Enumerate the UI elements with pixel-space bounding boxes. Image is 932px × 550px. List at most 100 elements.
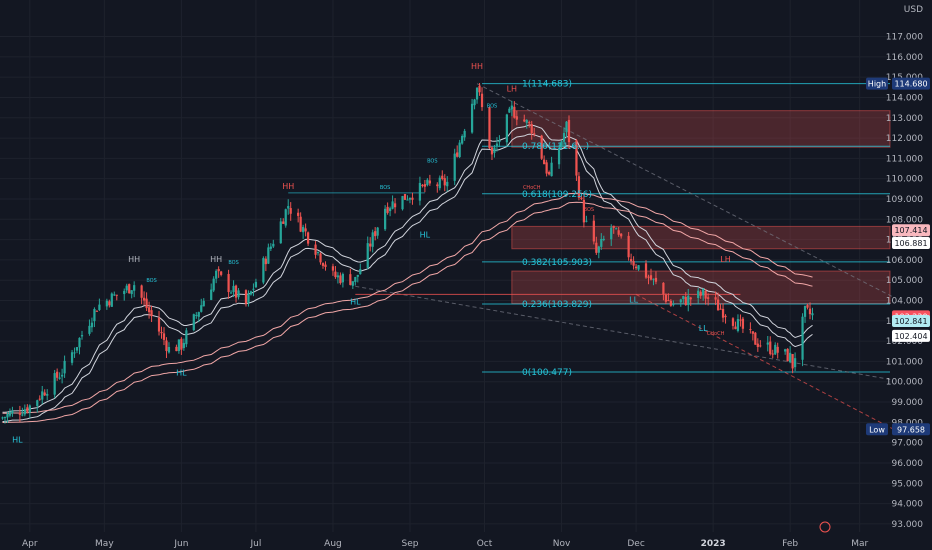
price-badge-box: [892, 315, 930, 328]
y-tick-label: 105.000: [886, 276, 923, 286]
candle-body: [801, 316, 804, 360]
price-badge-tag: [866, 77, 888, 90]
candle-body: [490, 147, 494, 155]
candle-body: [565, 121, 568, 133]
candle-body: [125, 285, 128, 291]
candle-body: [751, 331, 754, 334]
candle-body: [78, 337, 81, 348]
candle-body: [528, 122, 531, 124]
candle-body: [411, 197, 414, 200]
candle-body: [580, 197, 583, 200]
y-tick-label: 110.000: [886, 175, 923, 185]
candle-body: [612, 225, 615, 228]
candle-body: [525, 120, 528, 123]
y-tick-label: 95.000: [892, 479, 924, 489]
price-badge: High 114.680: [866, 77, 930, 90]
candle-body: [130, 290, 133, 295]
candle-body: [699, 291, 702, 296]
candle-body: [784, 349, 787, 352]
candle-body: [741, 318, 745, 329]
candle-body: [808, 308, 812, 315]
candle-body: [359, 269, 362, 275]
y-tick-label: 96.000: [892, 459, 924, 469]
candle-body: [749, 329, 752, 331]
candle-body: [615, 228, 618, 230]
candle-body: [150, 310, 153, 317]
candle-body: [478, 85, 481, 93]
candle-body: [8, 411, 12, 416]
candle-body: [339, 275, 342, 284]
candle-body: [632, 261, 635, 266]
candle-body: [508, 108, 511, 113]
candle-body: [6, 413, 9, 418]
fib-level-label: 1(114.683): [522, 80, 572, 90]
candle-body: [547, 172, 551, 175]
candle-body: [299, 216, 302, 232]
candle-body: [530, 124, 533, 134]
y-tick-label: 112.000: [886, 134, 923, 144]
candle-body: [272, 243, 275, 247]
y-tick-label: 100.000: [886, 378, 923, 388]
candle-body: [324, 264, 327, 267]
candle-body: [597, 246, 600, 253]
candle-body: [267, 247, 270, 264]
fib-level-label: 0.618(109.256): [522, 190, 592, 200]
replay-icon[interactable]: [819, 521, 831, 533]
candle-body: [719, 308, 722, 310]
candle-body: [182, 342, 185, 349]
fib-level-label: 0.382(105.903): [522, 258, 592, 268]
price-badge-tag: [866, 423, 888, 436]
candle-body: [562, 133, 566, 142]
candle-body: [759, 345, 762, 347]
ema-slow-lower: [2, 201, 813, 423]
candle-body: [441, 175, 444, 179]
y-tick-label: 117.000: [886, 33, 923, 43]
candle-body: [180, 338, 183, 350]
candle-body: [463, 130, 466, 138]
price-badge-value: 97.658: [897, 425, 925, 434]
candle-body: [249, 291, 253, 295]
structure-label: LH: [507, 84, 517, 93]
candle-body: [369, 243, 372, 247]
candle-body: [595, 242, 598, 253]
candle-body: [443, 178, 446, 186]
candle-body: [306, 232, 310, 244]
candle-body: [592, 220, 595, 242]
candle-body: [175, 346, 178, 352]
candle-body: [314, 244, 317, 255]
x-tick-label: 2023: [701, 539, 726, 549]
currency-label: USD: [904, 5, 923, 15]
candle-body: [689, 297, 692, 300]
structure-label: HL: [176, 369, 187, 378]
candle-body: [349, 274, 352, 285]
x-tick-label: Feb: [782, 539, 798, 549]
candle-body: [229, 292, 233, 294]
candle-body: [354, 277, 357, 282]
candle-body: [56, 371, 59, 378]
price-badge: 106.881: [892, 237, 930, 250]
candle-body: [46, 393, 49, 396]
candle-body: [157, 317, 161, 332]
price-badge-box: [892, 224, 930, 237]
candle-body: [543, 159, 546, 165]
candle-body: [41, 391, 44, 400]
candle-body: [495, 143, 499, 147]
candle-body: [160, 331, 163, 334]
candle-body: [473, 99, 476, 106]
candle-body: [252, 288, 255, 290]
candle-body: [336, 275, 340, 278]
candle-body: [110, 293, 113, 307]
candle-body: [393, 203, 397, 208]
candle-body: [376, 227, 379, 236]
candle-body: [480, 93, 484, 108]
candle-body: [634, 266, 638, 269]
candle-body: [244, 290, 248, 304]
supply-zone: [511, 225, 891, 250]
candle-body: [165, 340, 168, 351]
candle-body: [60, 374, 64, 377]
candle-body: [321, 263, 325, 266]
ema-fast-upper: [2, 124, 813, 413]
candle-body: [289, 208, 292, 214]
